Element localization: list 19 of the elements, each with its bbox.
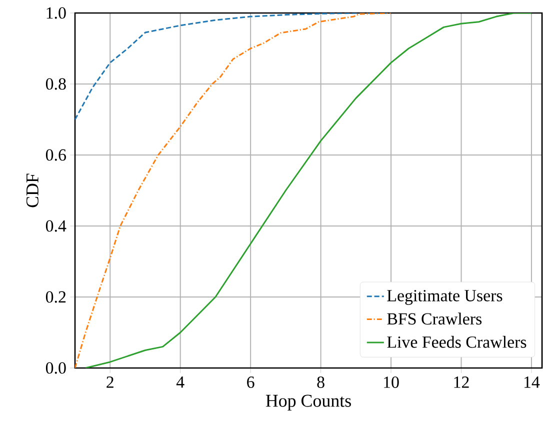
y-tick-label: 0.0 [46,362,66,374]
y-axis-title: CDF [26,174,38,208]
x-tick-label: 2 [106,376,114,388]
y-tick-label: 0.4 [46,220,66,232]
x-tick-label: 8 [317,376,324,388]
legend-label: BFS Crawlers [387,312,482,325]
x-tick-label: 4 [176,376,184,388]
legend-label: Legitimate Users [387,290,502,305]
y-tick-label: 1.0 [46,7,66,19]
line-series [84,12,532,368]
x-tick-label: 12 [454,376,469,388]
x-axis-title: Hop Counts [266,394,351,410]
legend-label: Live Feeds Crawlers [387,336,526,348]
x-tick-label: 10 [384,376,399,388]
y-tick-label: 0.6 [46,149,66,161]
x-tick-label: 14 [524,376,540,388]
x-tick-label: 6 [247,376,254,388]
y-tick-label: 0.2 [46,291,66,303]
y-tick-label: 0.8 [46,78,66,90]
